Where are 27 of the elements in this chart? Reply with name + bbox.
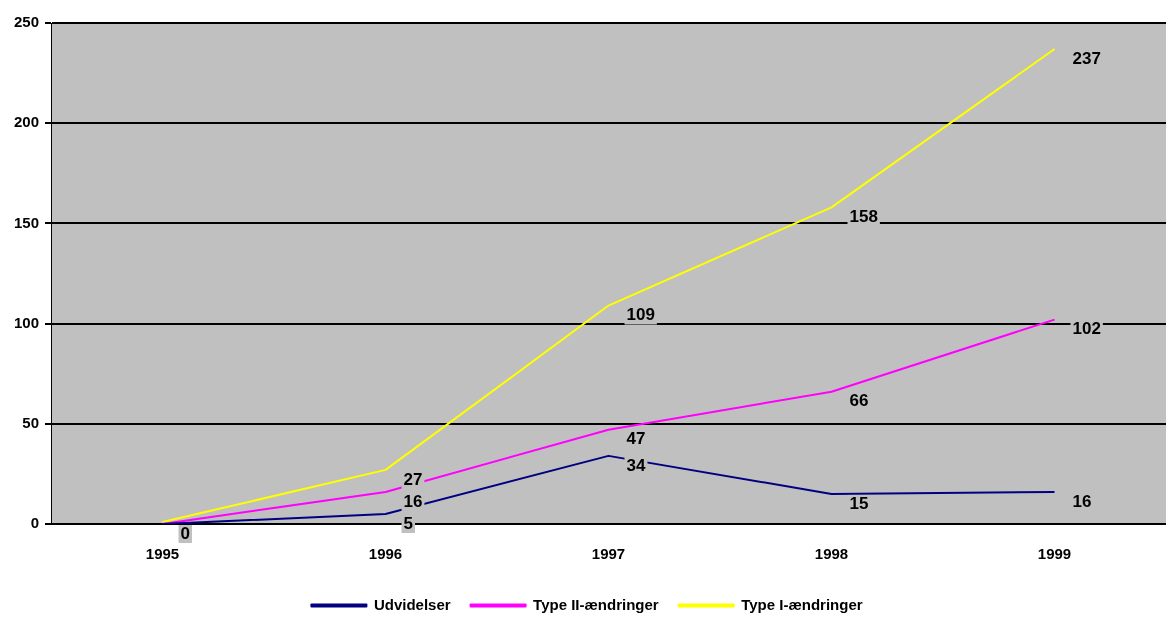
data-label: 5 xyxy=(403,513,413,533)
legend-label: Type I-ændringer xyxy=(741,595,863,613)
data-label: 66 xyxy=(849,391,869,411)
x-tick-label: 1995 xyxy=(145,545,180,563)
x-tick-label: 1998 xyxy=(814,545,849,563)
data-label: 16 xyxy=(403,491,423,511)
data-label: 109 xyxy=(626,305,655,325)
data-label: 34 xyxy=(626,455,646,475)
data-label: 102 xyxy=(1072,319,1101,339)
data-label: 16 xyxy=(1072,491,1092,511)
y-tick-label: 200 xyxy=(14,113,40,131)
data-label: 237 xyxy=(1072,48,1101,68)
legend-label: Udvidelser xyxy=(373,595,451,613)
y-tick-label: 150 xyxy=(14,213,40,231)
data-label: 47 xyxy=(626,429,646,449)
y-tick-label: 250 xyxy=(14,13,40,31)
data-label: 0 xyxy=(180,523,190,543)
legend-label: Type II-ændringer xyxy=(533,595,659,613)
data-label: 27 xyxy=(403,469,423,489)
x-tick-label: 1997 xyxy=(591,545,626,563)
data-label: 158 xyxy=(849,207,878,227)
y-tick-label: 50 xyxy=(22,413,40,431)
y-tick-label: 100 xyxy=(14,313,40,331)
x-tick-label: 1999 xyxy=(1037,545,1072,563)
y-tick-label: 0 xyxy=(30,514,40,532)
data-label: 15 xyxy=(849,493,869,513)
x-tick-label: 1996 xyxy=(368,545,403,563)
